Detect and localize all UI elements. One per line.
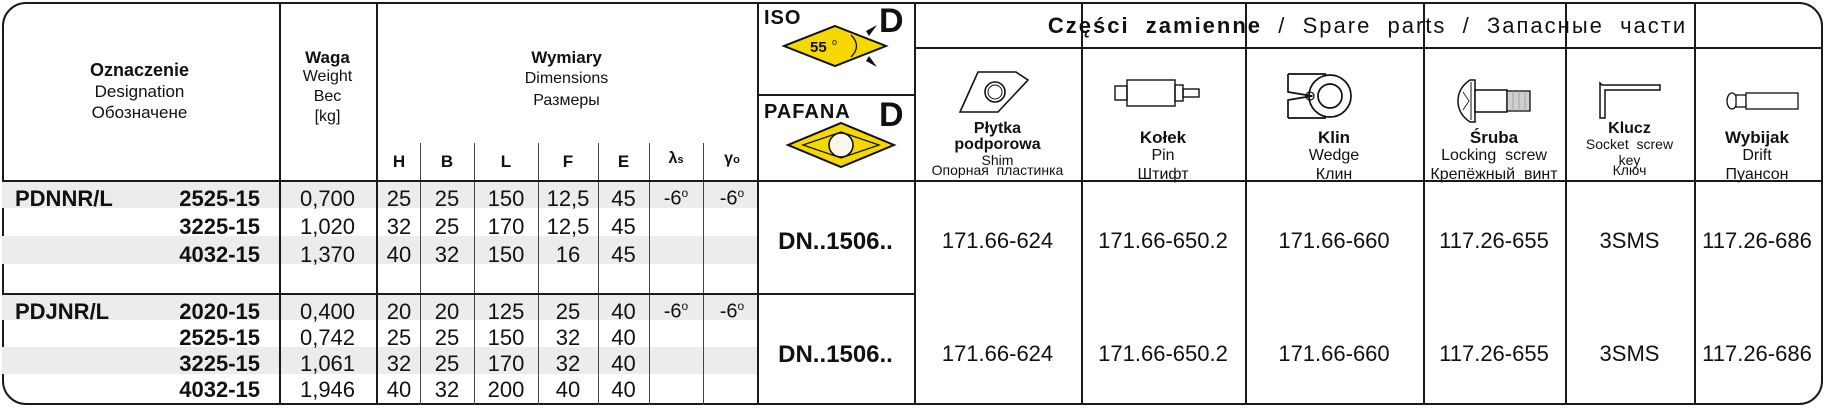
svg-text:o: o	[832, 37, 837, 47]
svg-text:55: 55	[810, 39, 827, 56]
